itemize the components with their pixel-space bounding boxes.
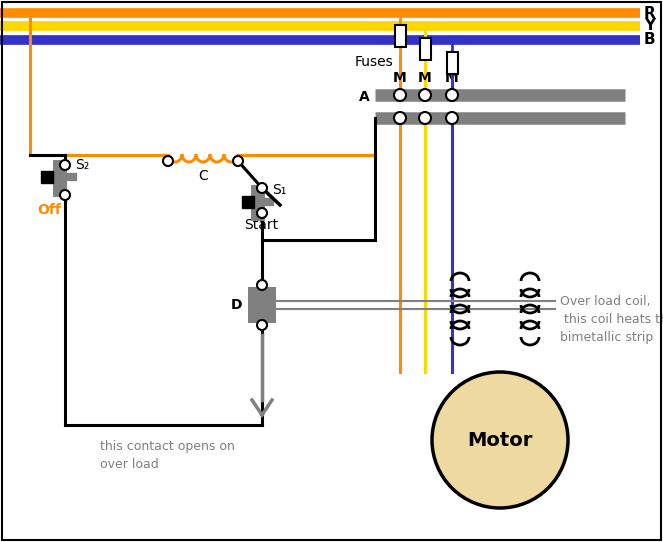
Circle shape: [394, 89, 406, 101]
Text: Fuses: Fuses: [355, 55, 394, 69]
Circle shape: [60, 160, 70, 170]
Bar: [394, 25, 406, 47]
Circle shape: [432, 372, 568, 508]
Text: Over load coil,
 this coil heats the
bimetallic strip: Over load coil, this coil heats the bime…: [560, 295, 663, 344]
Bar: [242, 196, 254, 208]
Circle shape: [446, 89, 458, 101]
Circle shape: [394, 112, 406, 124]
Text: S₁: S₁: [272, 183, 286, 197]
Circle shape: [233, 156, 243, 166]
Text: Off: Off: [37, 203, 61, 217]
Bar: [41, 171, 53, 183]
Text: S₂: S₂: [75, 158, 90, 172]
Text: Motor: Motor: [467, 430, 532, 449]
Text: M: M: [393, 71, 407, 85]
Circle shape: [60, 190, 70, 200]
Text: B: B: [644, 33, 656, 48]
Text: D: D: [231, 298, 242, 312]
Text: Y: Y: [644, 18, 655, 34]
Text: A: A: [359, 90, 370, 104]
Circle shape: [419, 112, 431, 124]
Text: M: M: [445, 71, 459, 85]
Circle shape: [257, 320, 267, 330]
Circle shape: [257, 183, 267, 193]
Text: R: R: [644, 5, 656, 21]
Circle shape: [446, 112, 458, 124]
Bar: [420, 38, 430, 60]
Text: M: M: [418, 71, 432, 85]
Circle shape: [419, 89, 431, 101]
Bar: [446, 52, 457, 74]
Text: Start: Start: [244, 218, 278, 232]
Circle shape: [163, 156, 173, 166]
Text: C: C: [198, 169, 208, 183]
Circle shape: [257, 280, 267, 290]
Bar: [248, 287, 276, 323]
Text: this contact opens on
over load: this contact opens on over load: [100, 440, 235, 471]
Circle shape: [257, 208, 267, 218]
